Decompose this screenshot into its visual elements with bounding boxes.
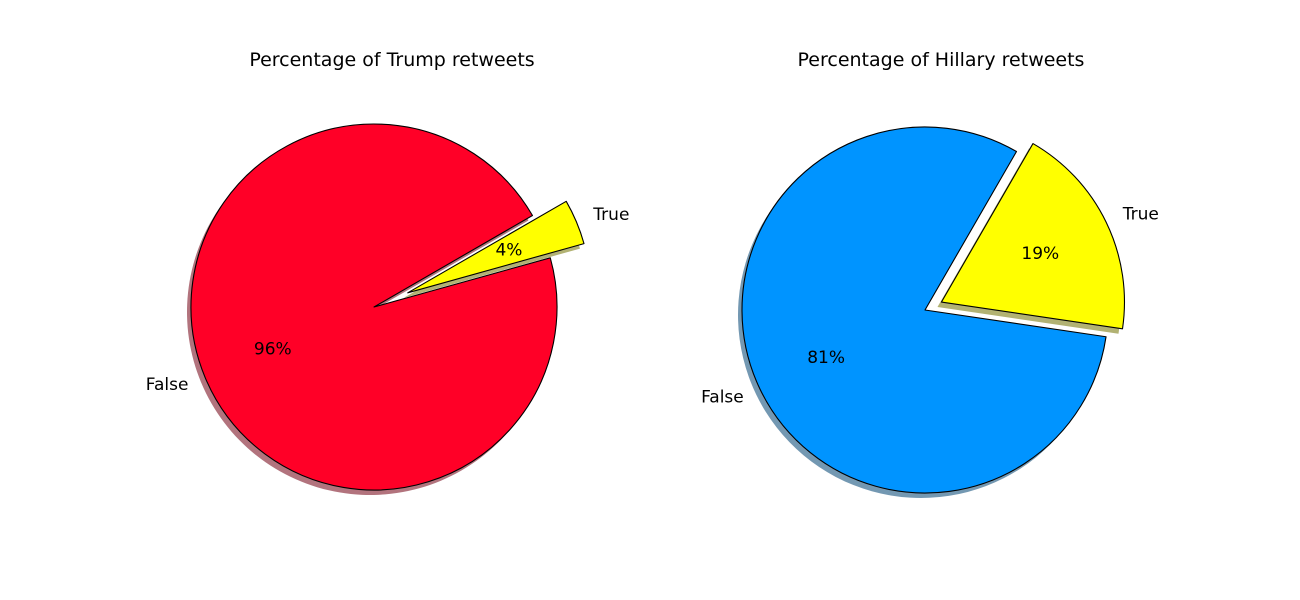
trump-percent-true: 4% <box>495 240 522 260</box>
trump-percent-false: 96% <box>254 340 292 360</box>
trump-label-true: True <box>592 205 629 225</box>
hillary-slice-true <box>940 143 1125 330</box>
trump-label-false: False <box>146 375 189 395</box>
hillary-chart-title: Percentage of Hillary retweets <box>798 49 1085 71</box>
hillary-percent-false: 81% <box>807 348 845 368</box>
trump-slice-true <box>407 200 585 294</box>
hillary-label-false: False <box>701 388 744 408</box>
trump-pie-chart: Percentage of Trump retweets False 96% Tru… <box>146 49 629 495</box>
hillary-percent-true: 19% <box>1021 244 1059 264</box>
trump-chart-title: Percentage of Trump retweets <box>249 49 534 71</box>
trump-slice-false <box>190 123 558 491</box>
hillary-slice-false <box>741 126 1107 494</box>
hillary-label-true: True <box>1122 204 1159 224</box>
hillary-pie-chart: Percentage of Hillary retweets False 81% T… <box>701 49 1159 499</box>
